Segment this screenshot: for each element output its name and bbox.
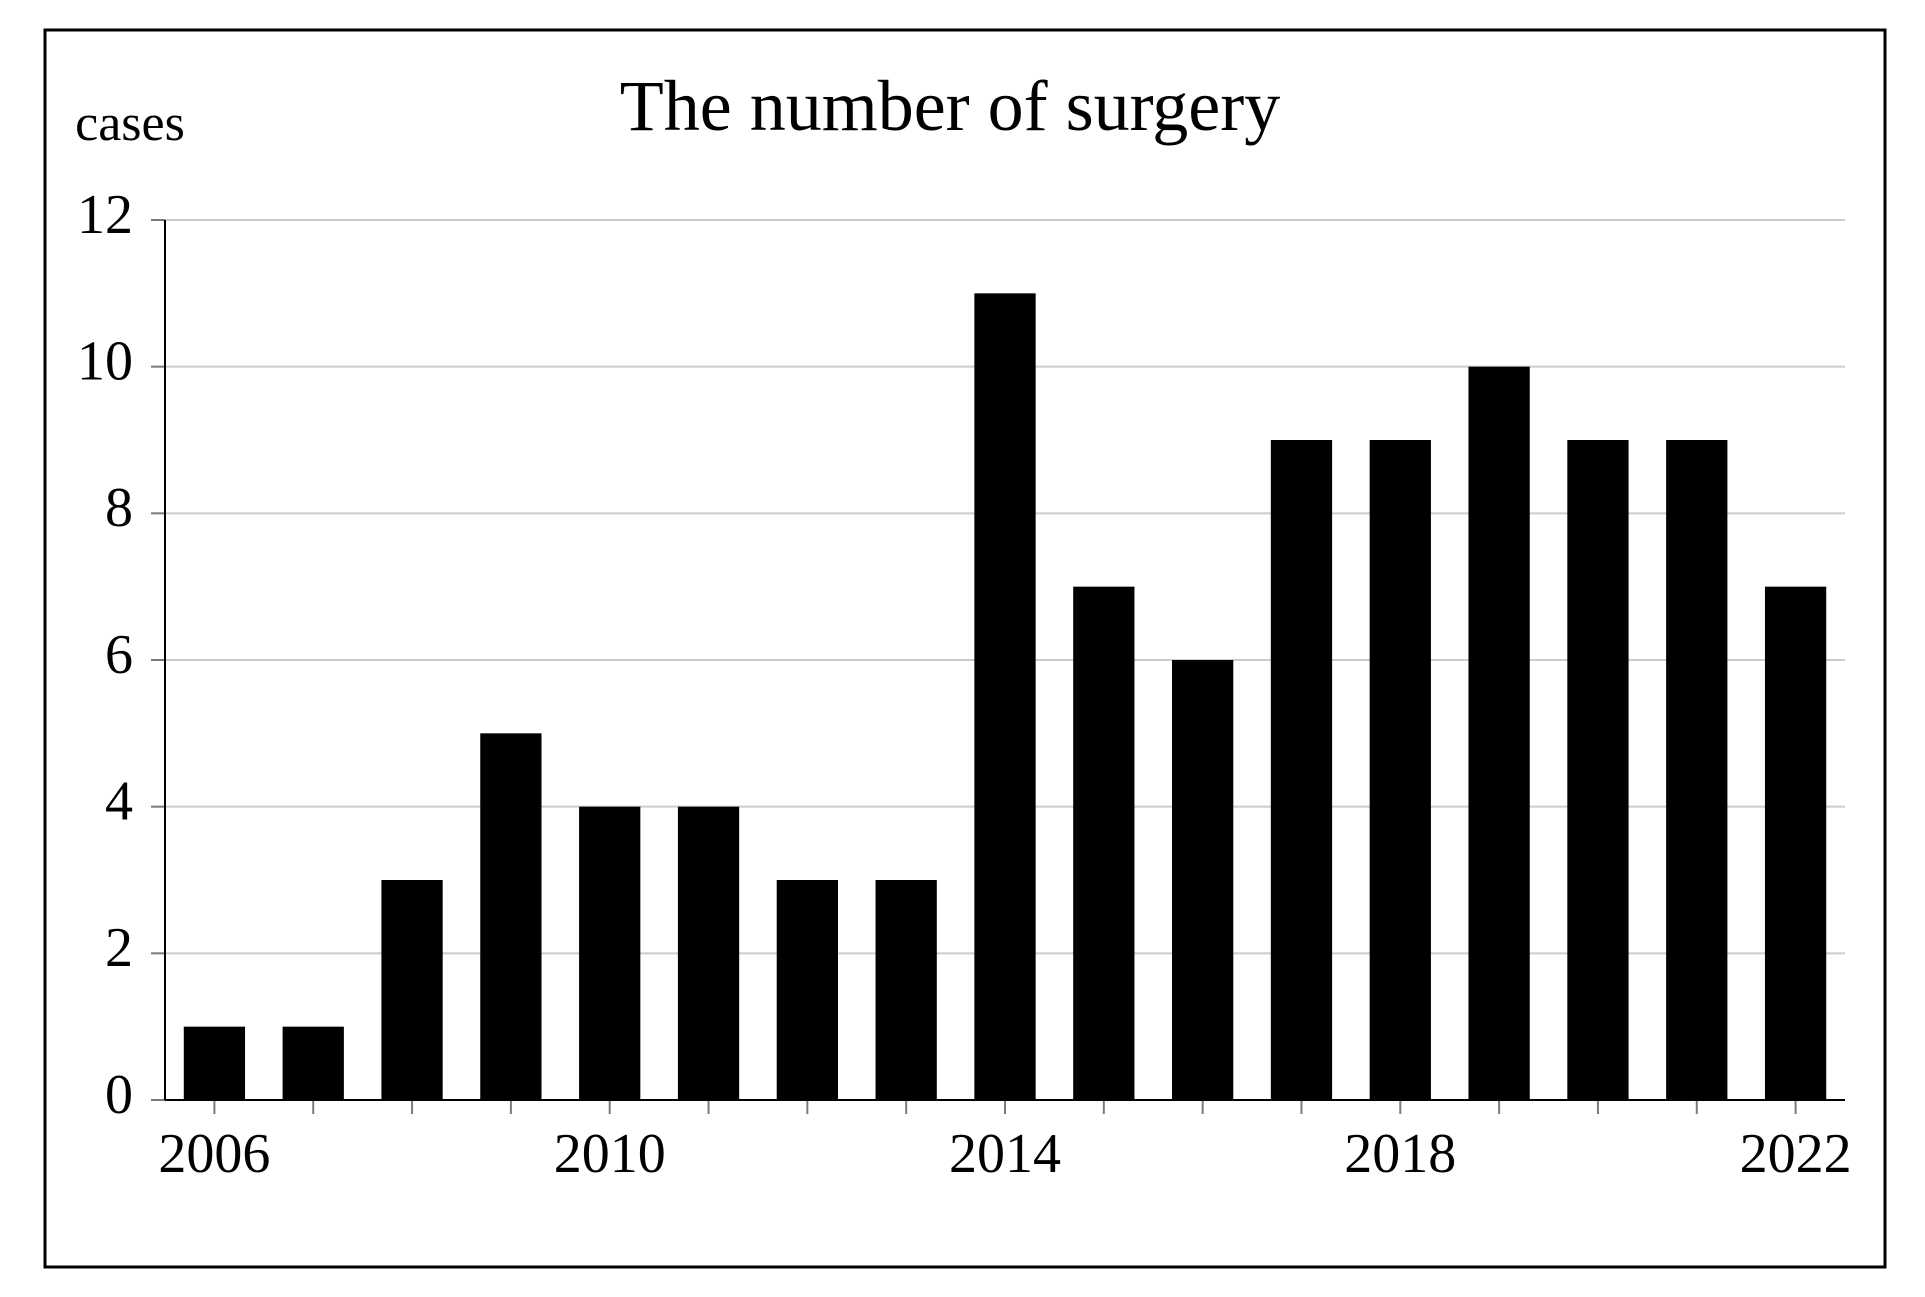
chart-stage: 0 2 4 6 8 10 12 2006 2010 2014 2018 2022 The number … (0, 0, 1925, 1297)
bar (1370, 440, 1431, 1100)
y-tick-label: 8 (105, 477, 133, 539)
y-tick-label: 10 (77, 331, 133, 393)
bar (777, 880, 838, 1100)
x-tick-label: 2018 (1344, 1123, 1456, 1185)
y-tick-label: 12 (77, 184, 133, 246)
x-tick-label: 2022 (1740, 1123, 1852, 1185)
bar (1073, 587, 1134, 1100)
bar (876, 880, 937, 1100)
bar (1765, 587, 1826, 1100)
bar (1468, 367, 1529, 1100)
bar (480, 733, 541, 1100)
bar (974, 293, 1035, 1100)
y-tick-label: 2 (105, 917, 133, 979)
surgery-bar-chart: 0 2 4 6 8 10 12 2006 2010 2014 2018 2022 The number … (0, 0, 1925, 1297)
x-tick-label: 2006 (158, 1123, 270, 1185)
bar (381, 880, 442, 1100)
bar (678, 807, 739, 1100)
y-axis-label: cases (75, 95, 185, 152)
bar (1666, 440, 1727, 1100)
x-tick-label: 2014 (949, 1123, 1061, 1185)
x-tick-label: 2010 (554, 1123, 666, 1185)
y-tick-label: 4 (105, 771, 133, 833)
bar (283, 1027, 344, 1100)
y-tick-label: 6 (105, 624, 133, 686)
y-tick-label: 0 (105, 1064, 133, 1126)
bar (184, 1027, 245, 1100)
bar (1567, 440, 1628, 1100)
chart-title: The number of surgery (620, 66, 1280, 146)
bar (1271, 440, 1332, 1100)
bar (1172, 660, 1233, 1100)
bar (579, 807, 640, 1100)
